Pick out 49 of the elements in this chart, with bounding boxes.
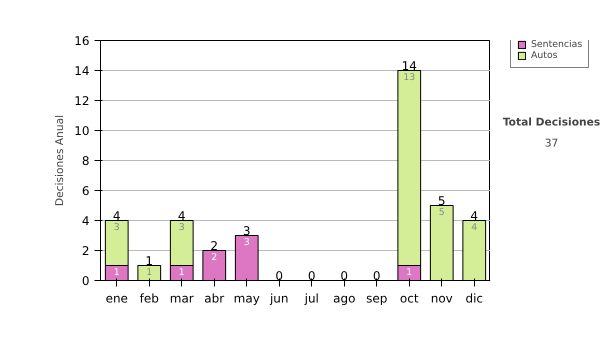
data-label: 1: [146, 266, 152, 278]
x-tick-label: jun: [268, 292, 289, 306]
total-label: 4: [178, 208, 186, 223]
total-label: 0: [275, 268, 284, 283]
total-label: 14: [402, 58, 417, 73]
y-tick-label: 10: [74, 124, 90, 138]
total-label: 1: [145, 254, 154, 268]
x-tick-label: abr: [204, 292, 224, 306]
total-label: 3: [242, 224, 251, 238]
total-label: 2: [210, 238, 218, 253]
x-tick-label: may: [234, 292, 260, 306]
data-label: 4: [471, 222, 478, 233]
x-tick-label: mar: [170, 292, 194, 306]
y-tick-label: 0: [82, 274, 90, 288]
text: 37: [544, 136, 558, 150]
total-label: 0: [308, 268, 316, 283]
x-tick-label: ene: [106, 292, 128, 306]
x-tick-label: nov: [430, 292, 453, 306]
data-label: 2: [211, 252, 218, 263]
x-tick-label: ago: [333, 292, 356, 306]
x-tick-label: feb: [140, 292, 159, 306]
total-label: 0: [340, 268, 348, 283]
total-label: 5: [438, 194, 446, 208]
total-label: 4: [112, 208, 121, 223]
y-tick-label: 12: [74, 94, 90, 108]
legend-label: Sentencias: [531, 39, 582, 50]
total-label: 0: [372, 268, 381, 283]
x-tick-label: oct: [400, 292, 419, 306]
data-label: 3: [114, 222, 120, 233]
data-label: 1: [406, 266, 412, 278]
y-tick-label: 4: [82, 214, 90, 228]
y-tick-label: 8: [82, 154, 90, 168]
data-label: 3: [244, 236, 250, 248]
y-tick-label: 14: [74, 64, 90, 78]
y-tick-label: 2: [82, 244, 90, 258]
total-label: 4: [470, 208, 478, 223]
data-label: 1: [178, 266, 185, 278]
x-tick-label: jul: [304, 292, 319, 306]
x-tick-label: dic: [465, 292, 484, 306]
y-axis-title: Decisiones Anual: [53, 114, 66, 206]
data-label: 3: [178, 222, 185, 233]
legend-label: Autos: [531, 50, 558, 61]
text: Total Decisiones: [502, 116, 600, 128]
y-tick-label: 16: [74, 34, 90, 48]
x-tick-label: sep: [366, 292, 388, 306]
data-label: 1: [114, 266, 120, 278]
data-label: 5: [438, 206, 445, 218]
data-label: 13: [403, 72, 416, 83]
y-tick-label: 6: [82, 184, 90, 198]
